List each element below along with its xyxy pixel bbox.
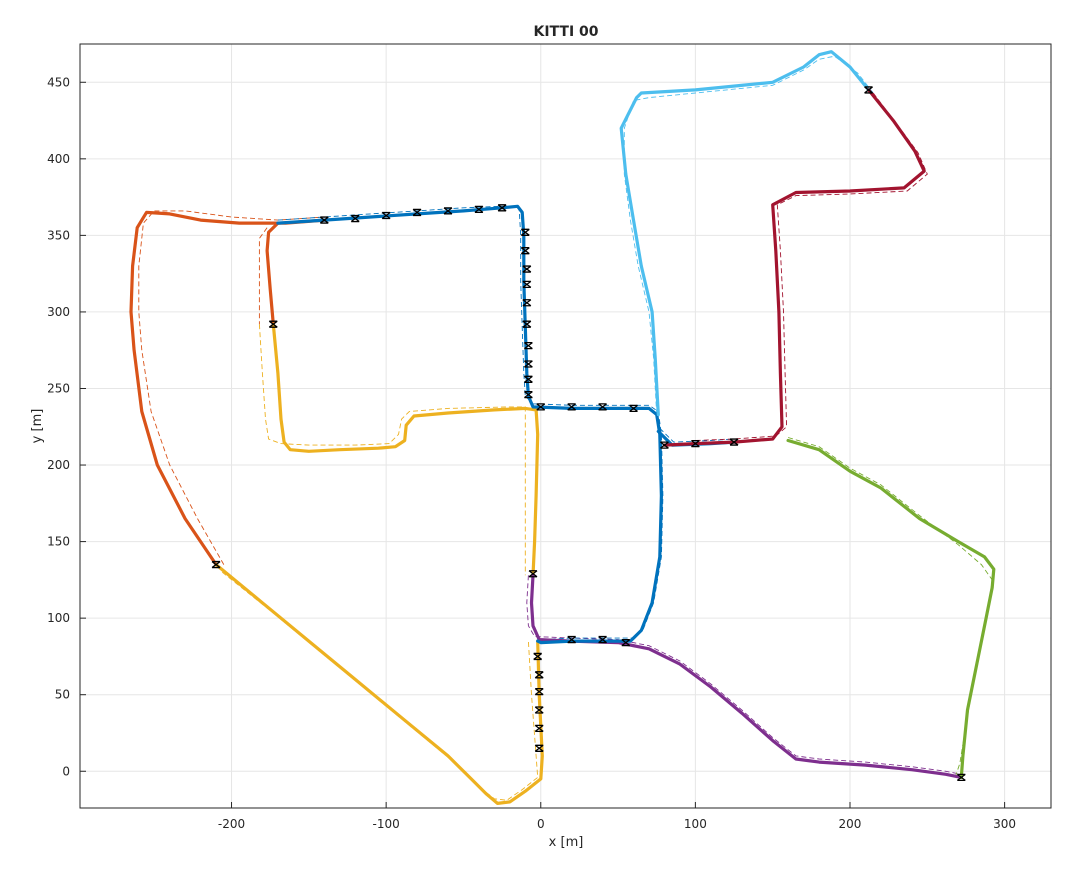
trajectory-segment-3 xyxy=(214,563,544,805)
x-tick-label-1: -100 xyxy=(373,817,400,831)
grid xyxy=(80,44,1051,808)
x-tick-label-0: -200 xyxy=(218,817,245,831)
loop-closure-marker-4 xyxy=(443,207,453,215)
plot-frame xyxy=(79,43,1052,809)
loop-closure-marker-34 xyxy=(598,635,607,644)
loop-closure-marker-21 xyxy=(660,441,669,449)
loop-closure-marker-18 xyxy=(567,403,577,411)
loop-closure-marker-17 xyxy=(536,403,546,411)
reference-path-1 xyxy=(258,227,268,325)
loop-closure-marker-16 xyxy=(524,390,533,399)
loop-closure-marker-35 xyxy=(621,638,631,647)
y-tick-label-8: 400 xyxy=(47,152,70,166)
loop-closure-marker-33 xyxy=(567,635,577,644)
ticks: -200 -100 0 100 200 300 0 50 100 150 200 250 300 350 4… xyxy=(47,75,1016,831)
loop-closure-marker-27 xyxy=(533,652,543,661)
trajectory-segment-2 xyxy=(271,322,540,577)
trajectory-segment-0 xyxy=(129,210,326,567)
loop-closure-marker-26 xyxy=(528,570,538,578)
loop-closure-marker-32 xyxy=(534,744,544,752)
loop-closure-marker-0 xyxy=(319,216,329,224)
loop-closure-marker-37 xyxy=(956,773,966,782)
y-tick-label-6: 300 xyxy=(47,305,70,319)
y-tick-label-1: 50 xyxy=(55,688,70,702)
loop-closure-marker-8 xyxy=(520,247,530,255)
loop-closure-marker-23 xyxy=(729,438,739,446)
loop-closure-marker-30 xyxy=(534,706,544,714)
x-tick-label-2: 0 xyxy=(537,817,545,831)
x-tick-label-4: 200 xyxy=(839,817,862,831)
estimated-paths xyxy=(129,50,996,805)
loop-closure-marker-19 xyxy=(598,403,607,411)
x-tick-label-5: 300 xyxy=(993,817,1016,831)
reference-path-4 xyxy=(526,575,962,775)
loop-markers xyxy=(211,86,966,782)
y-tick-label-7: 350 xyxy=(47,228,70,242)
y-tick-label-3: 150 xyxy=(47,535,70,549)
loop-closure-marker-12 xyxy=(522,320,532,328)
loop-closure-marker-13 xyxy=(524,341,533,350)
y-tick-label-4: 200 xyxy=(47,458,70,472)
trajectory-segment-1 xyxy=(265,221,280,326)
reference-path-0 xyxy=(138,210,325,565)
plot-background xyxy=(80,44,1051,808)
y-tick-label-9: 450 xyxy=(47,75,70,89)
loop-closure-marker-31 xyxy=(534,724,544,733)
loop-closure-marker-9 xyxy=(522,265,532,273)
reference-path-8 xyxy=(695,92,928,441)
loop-closure-marker-6 xyxy=(497,204,507,212)
loop-closure-marker-36 xyxy=(864,86,873,94)
loop-closure-marker-20 xyxy=(629,404,638,413)
loop-closure-marker-5 xyxy=(474,205,484,214)
loop-closure-marker-29 xyxy=(534,687,544,696)
loop-closure-marker-2 xyxy=(381,211,391,220)
trajectory-segment-5 xyxy=(276,204,663,645)
trajectory-segment-7 xyxy=(619,50,871,417)
loop-closure-marker-11 xyxy=(522,299,532,307)
trajectory-segment-8 xyxy=(662,88,926,447)
loop-closure-marker-7 xyxy=(520,228,530,236)
loop-closure-marker-15 xyxy=(524,375,533,383)
x-tick-label-3: 100 xyxy=(684,817,707,831)
y-tick-label-2: 100 xyxy=(47,611,70,625)
loop-closure-marker-24 xyxy=(268,320,278,328)
loop-closure-marker-28 xyxy=(534,671,544,679)
reference-path-2 xyxy=(258,324,526,576)
loop-closure-marker-25 xyxy=(211,560,221,569)
trajectory-segment-9 xyxy=(786,438,996,779)
loop-closure-marker-3 xyxy=(412,208,422,217)
y-axis-label: y [m] xyxy=(30,409,45,444)
loop-closure-marker-10 xyxy=(522,280,532,289)
trajectory-segment-4 xyxy=(529,573,963,779)
x-axis-label: x [m] xyxy=(549,835,584,850)
loop-closure-marker-14 xyxy=(524,360,533,368)
loop-closure-marker-1 xyxy=(350,214,360,223)
loop-closure-marker-22 xyxy=(690,439,700,448)
y-tick-label-0: 0 xyxy=(62,764,70,778)
chart-title: KITTI 00 xyxy=(533,24,598,40)
y-tick-label-5: 250 xyxy=(47,381,70,395)
